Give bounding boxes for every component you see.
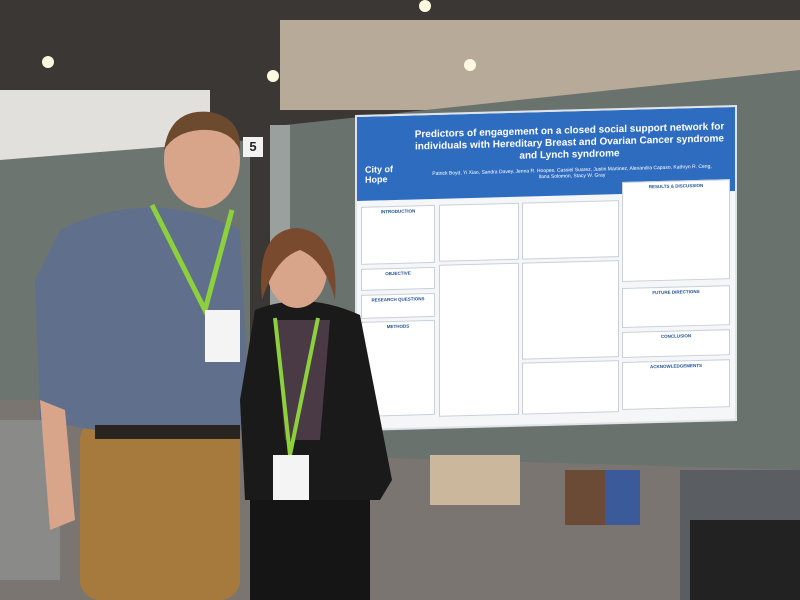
ceiling-light — [419, 0, 431, 12]
badge — [273, 455, 309, 500]
pants — [80, 420, 240, 600]
badge — [205, 310, 240, 362]
belt — [95, 425, 240, 439]
shirt — [35, 207, 250, 430]
background-person — [605, 470, 640, 525]
background-person — [430, 455, 520, 505]
backpack — [690, 520, 800, 600]
woman — [240, 228, 392, 600]
ceiling-light — [267, 70, 279, 82]
man — [35, 111, 250, 600]
ceiling-light — [42, 56, 54, 68]
booth-number: 5 — [243, 137, 263, 157]
hand — [40, 400, 75, 530]
bag — [565, 470, 605, 525]
blouse — [275, 320, 330, 440]
hair — [164, 111, 241, 150]
head — [164, 112, 240, 208]
ceiling-light — [464, 59, 476, 71]
hair — [261, 228, 336, 300]
